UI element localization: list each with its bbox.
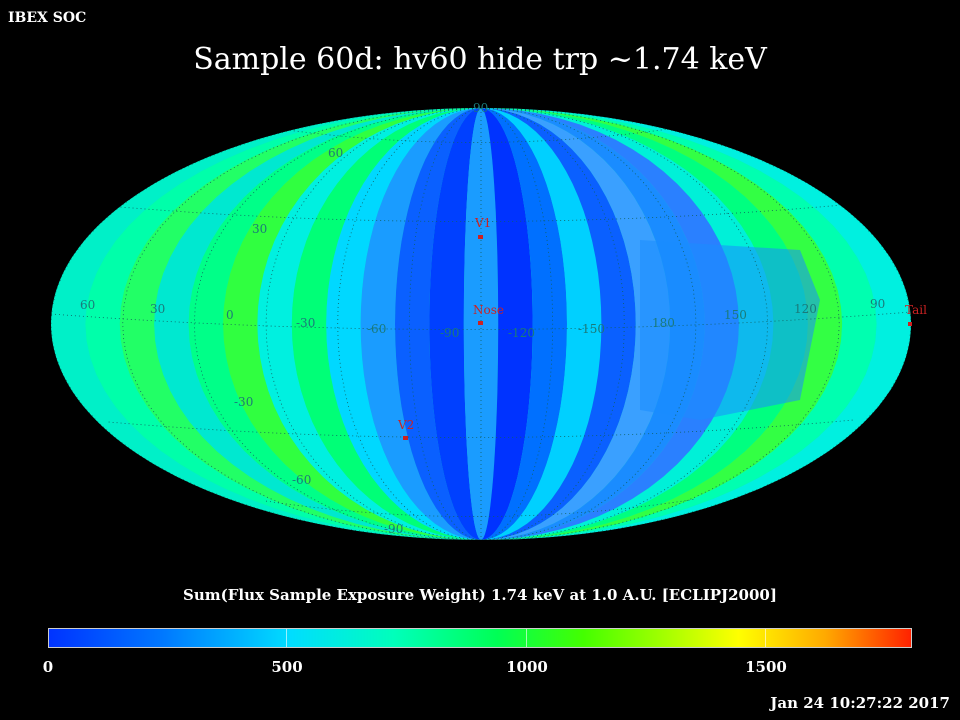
lon-label: 150: [724, 308, 747, 322]
colorbar-title: Sum(Flux Sample Exposure Weight) 1.74 ke…: [183, 586, 777, 604]
flux-band: [481, 108, 671, 540]
plot-title: Sample 60d: hv60 hide trp ~1.74 keV: [193, 42, 767, 77]
timestamp: Jan 24 10:27:22 2017: [770, 694, 950, 712]
colorbar-label: 1000: [506, 658, 548, 676]
meridian-line: [480, 108, 769, 540]
lon-label: -90: [440, 326, 459, 340]
lat-label: 90: [473, 101, 488, 115]
meridian-line: [408, 108, 482, 540]
v2-label: V2: [397, 418, 414, 432]
v1-marker: [478, 235, 483, 239]
lat-label: -60: [292, 473, 311, 487]
lat-label: -30: [234, 395, 253, 409]
app-label: IBEX SOC: [8, 10, 87, 26]
parallel-line: [108, 203, 854, 222]
parallel-line: [51, 311, 911, 330]
lon-label: -30: [296, 316, 315, 330]
flux-band: [481, 108, 636, 540]
lon-label: 0: [226, 308, 234, 322]
v1-label: V1: [474, 216, 491, 230]
flux-bands: [51, 108, 911, 540]
grid-lines: [51, 108, 911, 540]
lon-label: 30: [150, 302, 165, 316]
lon-label: -120: [508, 326, 535, 340]
flux-band: [481, 108, 533, 540]
colorbar-label: 0: [42, 658, 54, 676]
lat-label: 60: [328, 146, 343, 160]
flux-band: [481, 108, 567, 540]
flux-band: [395, 108, 481, 540]
colorbar: [48, 628, 912, 648]
flux-band: [481, 108, 602, 540]
lat-label: 30: [252, 222, 267, 236]
lon-label: -150: [578, 322, 605, 336]
meridian-line: [265, 108, 482, 540]
lat-label: -90: [384, 522, 403, 536]
lon-label: 60: [80, 298, 95, 312]
lon-label: 90: [870, 297, 885, 311]
colorbar-tick: [526, 629, 527, 647]
flux-band: [429, 108, 481, 540]
lon-label: 180: [652, 316, 675, 330]
colorbar-tick: [765, 629, 766, 647]
flux-band: [481, 108, 705, 540]
lon-label: -60: [367, 322, 386, 336]
flux-band: [291, 108, 481, 540]
flux-band: [326, 108, 481, 540]
tail-marker: [908, 322, 912, 326]
v2-marker: [403, 436, 408, 440]
nose-label: Nose: [473, 303, 504, 317]
nose-marker: [478, 321, 483, 325]
flux-patch: [640, 240, 820, 420]
meridian-line: [480, 108, 697, 540]
colorbar-tick: [286, 629, 287, 647]
lon-label: 120: [794, 302, 817, 316]
meridian-line: [51, 108, 482, 540]
tail-label: Tail: [905, 303, 927, 317]
flux-band: [360, 108, 481, 540]
colorbar-label: 500: [271, 658, 303, 676]
colorbar-label: 1500: [745, 658, 787, 676]
meridian-line: [480, 108, 554, 540]
meridian-line: [480, 108, 911, 540]
parallel-line: [108, 419, 854, 438]
meridian-line: [193, 108, 482, 540]
flux-band: [257, 108, 481, 540]
